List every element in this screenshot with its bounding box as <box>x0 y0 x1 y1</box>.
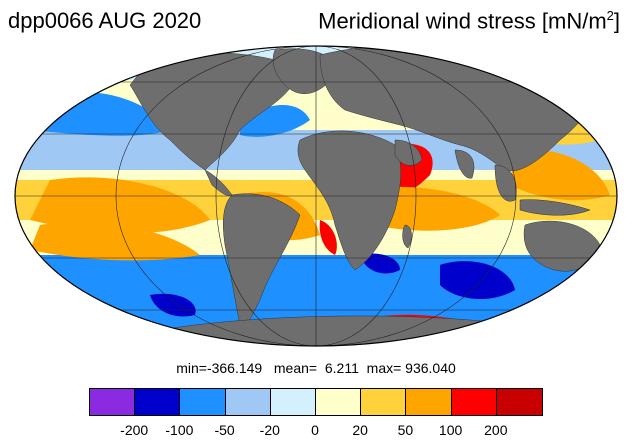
colorbar-tick-label: -200 <box>120 422 149 438</box>
meridian-line <box>215 46 417 346</box>
southeast-asia <box>494 164 517 202</box>
unit-exponent: 2 <box>606 8 614 23</box>
colorbar-cell <box>270 389 316 415</box>
colorbar-tick-label: 100 <box>438 422 463 438</box>
colorbar-cell <box>451 389 497 415</box>
southern-darkblue-1 <box>360 253 400 274</box>
africa <box>297 130 402 271</box>
pacific-east-orange <box>30 177 210 234</box>
colorbar-cell <box>135 389 181 415</box>
colorbar-tick-label: -20 <box>259 422 280 438</box>
globe-outline <box>14 45 618 347</box>
mean-value: 6.211 <box>324 360 359 376</box>
colorbar-cell <box>496 389 542 415</box>
india <box>454 149 475 179</box>
colorbar-tick-label: 0 <box>311 422 319 438</box>
colorbar-tick-label: -50 <box>214 422 235 438</box>
min-label: min= <box>176 360 207 376</box>
benguela-red <box>319 220 337 255</box>
variable-title-suffix: ] <box>613 8 620 34</box>
australia-south-darkblue <box>440 261 515 300</box>
madagascar <box>402 224 412 249</box>
statistics-line: min=-366.149 mean= 6.211 max= 936.040 <box>0 360 632 376</box>
arabia <box>394 139 423 166</box>
mean-label: mean= <box>273 360 318 376</box>
meridian-line <box>115 46 517 346</box>
colorbar-cell <box>180 389 226 415</box>
model-title: dpp0066 AUG 2020 <box>8 8 202 33</box>
indonesia <box>519 199 591 216</box>
colorbar-cell <box>361 389 407 415</box>
southern-darkblue-2 <box>150 293 196 317</box>
max-label: max= <box>366 360 402 376</box>
colorbar-tick-label: 50 <box>397 422 414 438</box>
colorbar-cell <box>406 389 452 415</box>
pacific-south-orange <box>30 221 200 261</box>
colorbar-tick-label: 200 <box>484 422 508 438</box>
variable-title: Meridional wind stress [mN/m2] <box>318 8 620 34</box>
variable-title-text: Meridional wind stress [mN/m <box>318 8 607 34</box>
colorbar-tick-label: 20 <box>352 422 368 438</box>
colorbar-cell <box>225 389 271 415</box>
colorbar-ticks: -200 -100 -50 -20 0 20 50 100 200 <box>0 422 632 442</box>
min-value: -366.149 <box>206 360 263 376</box>
max-value: 936.040 <box>405 360 456 376</box>
colorbar <box>89 388 543 416</box>
colorbar-cell <box>315 389 362 415</box>
west-pacific-orange <box>510 149 610 201</box>
colorbar-cell <box>90 389 136 415</box>
colorbar-tick-label: -100 <box>165 422 194 438</box>
